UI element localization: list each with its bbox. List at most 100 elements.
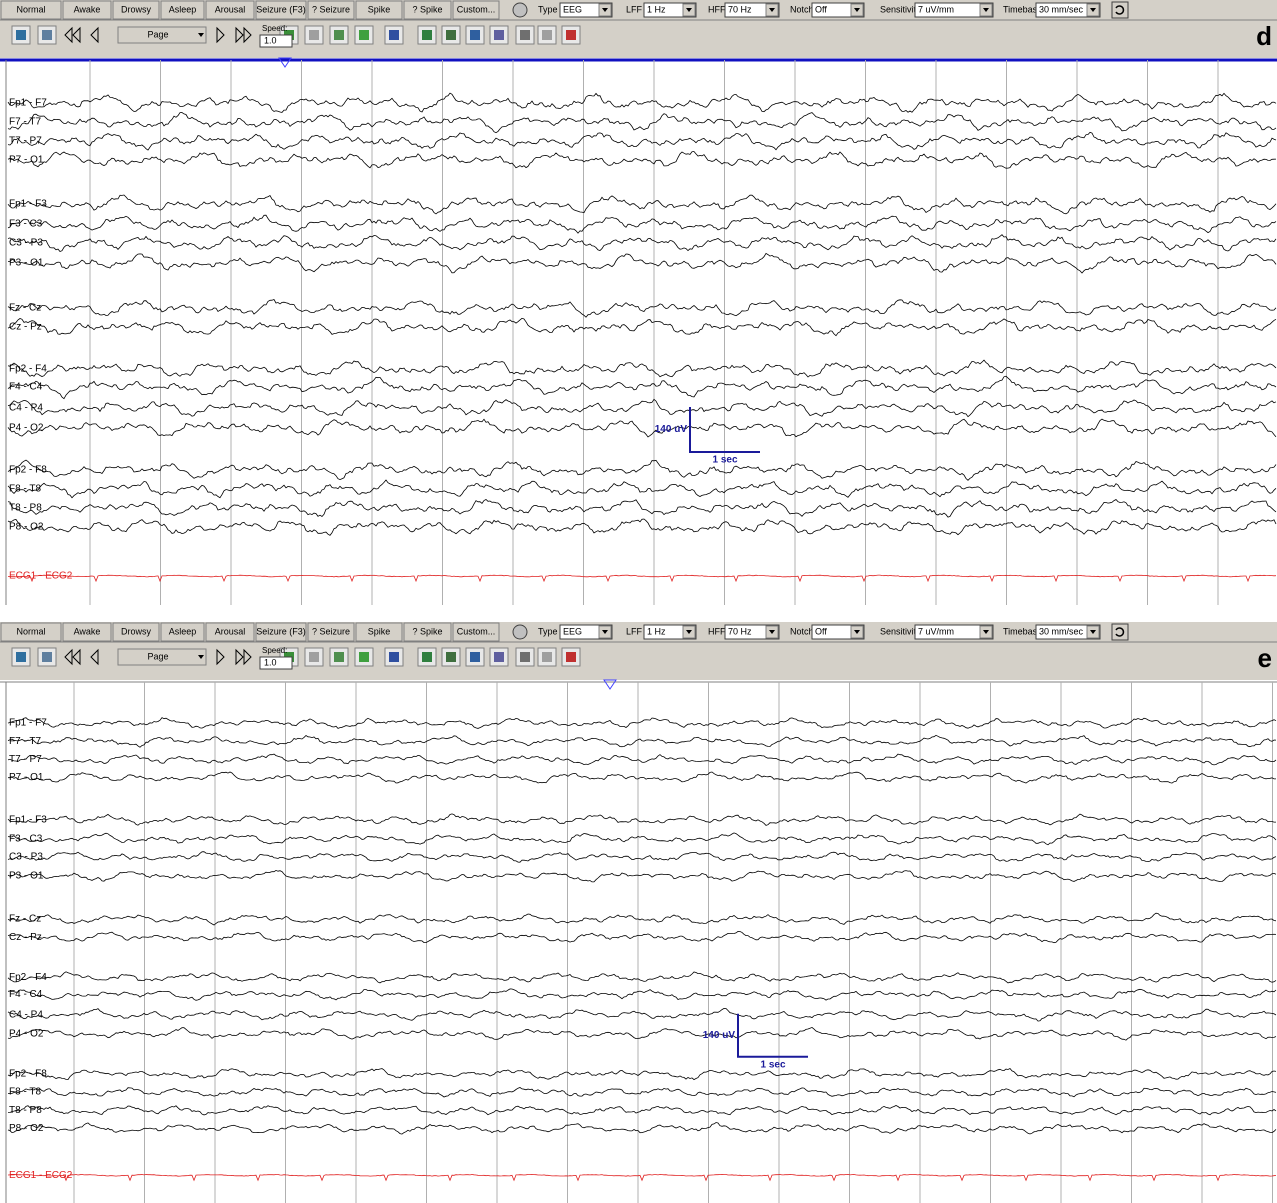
channel-label: F4 - C4 xyxy=(9,382,43,393)
button-label: Arousal xyxy=(215,626,246,636)
lff-combo[interactable]: 1 Hz xyxy=(644,3,696,17)
button-label: Spike xyxy=(368,626,391,636)
notch-combo[interactable]: Off xyxy=(812,625,864,639)
tool-icon-glyph xyxy=(542,652,552,662)
panel-background xyxy=(0,0,1277,605)
tool-icon-glyph xyxy=(334,652,344,662)
channel-label: ECG1 - ECG2 xyxy=(9,571,73,582)
montage-icon[interactable] xyxy=(513,625,527,639)
button-label: Spike xyxy=(368,4,391,14)
tool-icon-glyph xyxy=(422,652,432,662)
tool-icon-glyph xyxy=(359,30,369,40)
sensitivity-combo[interactable]: 7 uV/mm xyxy=(915,3,993,17)
annotation-button[interactable]: Spike xyxy=(356,623,402,641)
channel-label: T7 - P7 xyxy=(9,754,42,765)
speed-spinner[interactable]: 1.0 xyxy=(260,35,292,47)
speed-value: 1.0 xyxy=(264,657,277,667)
timebase-combo[interactable]: 30 mm/sec xyxy=(1036,625,1100,639)
refresh-button[interactable] xyxy=(1112,2,1128,18)
channel-label: ECG1 - ECG2 xyxy=(9,1170,73,1181)
channel-label: P7 - O1 xyxy=(9,155,44,166)
channel-label: P8 - O2 xyxy=(9,522,44,533)
channel-label: Fp2 - F4 xyxy=(9,364,47,375)
channel-label: F7 - T7 xyxy=(9,117,41,128)
annotation-button[interactable]: Normal xyxy=(1,1,61,19)
annotation-button[interactable]: ? Spike xyxy=(404,1,451,19)
lff-combo[interactable]: 1 Hz xyxy=(644,625,696,639)
tool-icon-glyph xyxy=(389,30,399,40)
timebase-combo[interactable]: 30 mm/sec xyxy=(1036,3,1100,17)
button-label: Custom... xyxy=(457,626,496,636)
annotation-button[interactable]: Normal xyxy=(1,623,61,641)
channel-label: F3 - C3 xyxy=(9,833,43,844)
annotation-button[interactable]: Asleep xyxy=(161,623,204,641)
hff-label: HFF xyxy=(708,626,726,636)
annotation-button[interactable]: Spike xyxy=(356,1,402,19)
channel-label: Fp2 - F8 xyxy=(9,465,47,476)
annotation-button[interactable]: ? Spike xyxy=(404,623,451,641)
combo-value: Off xyxy=(815,626,827,636)
channel-label: T8 - P8 xyxy=(9,503,42,514)
type-combo[interactable]: EEG xyxy=(560,625,612,639)
tool-icon-glyph xyxy=(16,30,26,40)
calibration-time: 1 sec xyxy=(760,1059,785,1070)
calibration-amplitude: 140 uV xyxy=(703,1030,736,1041)
lff-label: LFF xyxy=(626,626,643,636)
combo-value: EEG xyxy=(563,4,582,14)
annotation-button[interactable]: Seizure (F3) xyxy=(256,1,306,19)
combo-value: 70 Hz xyxy=(728,4,752,14)
tool-icon-glyph xyxy=(446,30,456,40)
sensitivity-combo[interactable]: 7 uV/mm xyxy=(915,625,993,639)
combo-value: 30 mm/sec xyxy=(1039,4,1084,14)
montage-icon[interactable] xyxy=(513,3,527,17)
hff-label: HFF xyxy=(708,4,726,14)
annotation-button[interactable]: Awake xyxy=(63,623,111,641)
page-label: Page xyxy=(147,651,168,661)
notch-combo[interactable]: Off xyxy=(812,3,864,17)
page: NormalAwakeDrowsyAsleepArousalSeizure (F… xyxy=(0,0,1277,1203)
channel-label: T8 - P8 xyxy=(9,1105,42,1116)
channel-label: P4 - O2 xyxy=(9,1028,44,1039)
hff-combo[interactable]: 70 Hz xyxy=(725,3,779,17)
channel-label: P4 - O2 xyxy=(9,423,44,434)
page-combo[interactable]: Page xyxy=(118,27,206,43)
annotation-button[interactable]: Asleep xyxy=(161,1,204,19)
channel-label: F7 - T7 xyxy=(9,736,41,747)
annotation-button[interactable]: Awake xyxy=(63,1,111,19)
channel-label: C4 - P4 xyxy=(9,403,43,414)
tool-icon-glyph xyxy=(566,652,576,662)
type-combo[interactable]: EEG xyxy=(560,3,612,17)
annotation-button[interactable]: Arousal xyxy=(206,1,254,19)
eeg-panel: Normal Awake DrowsyAsleep Arousal Seizure (F… xyxy=(0,622,1277,1203)
channel-label: F3 - C3 xyxy=(9,219,43,230)
annotation-button[interactable]: Drowsy xyxy=(113,623,159,641)
annotation-button[interactable]: Drowsy xyxy=(113,1,159,19)
button-label: Asleep xyxy=(169,4,197,14)
refresh-button[interactable] xyxy=(1112,624,1128,640)
type-label: Type xyxy=(538,626,558,636)
annotation-button[interactable]: Custom... xyxy=(453,623,499,641)
button-label: Awake xyxy=(74,626,101,636)
type-label: Type xyxy=(538,4,558,14)
tool-icon-glyph xyxy=(470,652,480,662)
channel-label: F8 - T8 xyxy=(9,484,41,495)
speed-spinner[interactable]: 1.0 xyxy=(260,657,292,669)
tool-icon-glyph xyxy=(16,652,26,662)
tool-icon-glyph xyxy=(309,652,319,662)
combo-value: 1 Hz xyxy=(647,626,666,636)
channel-label: P7 - O1 xyxy=(9,772,44,783)
hff-combo[interactable]: 70 Hz xyxy=(725,625,779,639)
annotation-button[interactable]: ? Seizure xyxy=(308,623,354,641)
speed-label: Speed: xyxy=(262,24,287,33)
page-combo[interactable]: Page xyxy=(118,649,206,665)
annotation-button[interactable]: Arousal xyxy=(206,623,254,641)
channel-label: P3 - O1 xyxy=(9,258,44,269)
notch-label: Notch xyxy=(790,626,814,636)
annotation-button[interactable]: Seizure (F3) xyxy=(256,623,306,641)
tool-icon-glyph xyxy=(359,652,369,662)
tool-icon-glyph xyxy=(470,30,480,40)
annotation-button[interactable]: Custom... xyxy=(453,1,499,19)
annotation-button[interactable]: ? Seizure xyxy=(308,1,354,19)
speed-label: Speed: xyxy=(262,646,287,655)
channel-label: Fz - Cz xyxy=(9,303,41,314)
